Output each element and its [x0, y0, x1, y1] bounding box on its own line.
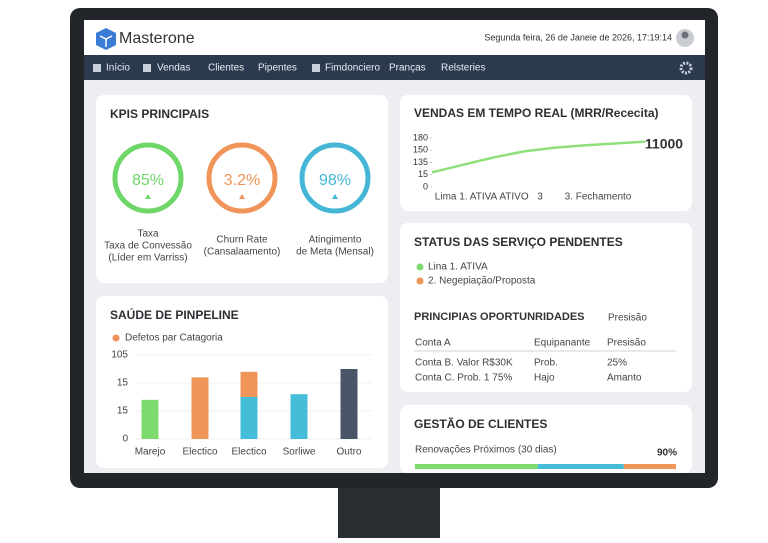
card-title: GESTÃO DE CLIENTES [414, 416, 547, 431]
bar [191, 377, 209, 439]
table-header: Presisão [607, 338, 646, 349]
table-cell: Conta C. Prob. 1 75% [415, 373, 512, 384]
card [96, 95, 388, 283]
gauge-label: (Líder em Varriss) [108, 253, 187, 264]
nav-bar [84, 55, 705, 80]
bar [240, 371, 258, 397]
avatar-head [681, 31, 689, 39]
table-header: Equipanante [534, 338, 591, 349]
card-title: KPIS PRINCIPAIS [110, 107, 209, 121]
bar [290, 394, 308, 439]
gauge-ring [112, 142, 184, 214]
nav-item[interactable]: Início [106, 63, 130, 74]
progress-segment [623, 464, 676, 469]
nav-item[interactable]: Relsteries [441, 63, 485, 74]
nav-item[interactable]: Fimdonciero [325, 63, 380, 74]
logo [96, 28, 116, 50]
x-tick-label: Sorliwe [283, 447, 316, 458]
y-tick-label: 105 [111, 350, 128, 361]
x-tick-label: ATIVO [499, 192, 528, 203]
gauge-label: Churn Rate [216, 235, 268, 246]
x-tick-label: Marejo [135, 447, 166, 458]
subtitle: Renovações Próximos (30 dias) [415, 445, 557, 456]
gauge-value: 85% [132, 172, 164, 189]
current-value: 11000 [645, 136, 683, 152]
settings-icon[interactable] [679, 61, 693, 75]
datetime: Segunda feira, 26 de Janeie de 2026, 17:… [484, 32, 672, 42]
y-tick-label: 0 [122, 434, 128, 445]
gauge-arrow [332, 194, 338, 199]
card-title: STATUS DAS SERVIÇO PENDENTES [414, 235, 623, 249]
x-tick-label: Outro [336, 447, 361, 458]
table-cell: Hajo [534, 373, 555, 384]
progress-segment [415, 464, 538, 469]
y-tick-label: 135 [413, 157, 428, 167]
status-dot [416, 277, 424, 285]
legend-label: Defetos par Catagoria [125, 333, 223, 344]
nav-item[interactable]: Vendas [157, 63, 190, 74]
header [84, 20, 705, 55]
gauge-label: Taxa de Convessão [104, 241, 192, 252]
x-tick-label: Lima 1. ATIVA [435, 192, 498, 203]
gauge-label: (Cansalaamento) [204, 247, 281, 258]
gauge-ring [299, 142, 371, 214]
table-cell: 25% [607, 358, 627, 369]
status-dot [416, 263, 424, 271]
card-title: VENDAS EM TEMPO REAL (MRR/Rececita) [414, 106, 658, 120]
card [400, 223, 692, 392]
gauge-label: de Meta (Mensal) [296, 247, 374, 258]
bar [141, 399, 159, 439]
nav-item[interactable]: Pipentes [258, 63, 297, 74]
nav-icon [93, 64, 101, 72]
gauge-arrow [239, 194, 245, 199]
y-tick-label: 150 [413, 145, 428, 155]
gauge-value: 98% [319, 172, 351, 189]
table-cell: Prob. [534, 358, 558, 369]
y-tick-label: 15 [117, 378, 129, 389]
brand: Masterone [119, 30, 195, 47]
monitor-stand [338, 485, 440, 538]
x-tick-label: Electico [182, 447, 217, 458]
x-tick-label: 3. Fechamento [565, 192, 632, 203]
y-tick-label: 180 [413, 132, 428, 142]
status-label: Lina 1. ATIVA [428, 262, 488, 273]
nav-item[interactable]: Clientes [208, 63, 244, 74]
card [400, 95, 692, 211]
legend-dot [112, 334, 120, 342]
gauge-ring [206, 142, 278, 214]
nav-icon [143, 64, 151, 72]
nav-icon [312, 64, 320, 72]
status-label: 2. Negepiação/Proposta [428, 276, 536, 287]
x-tick-label: 3 [537, 192, 543, 203]
y-tick-label: 0 [423, 181, 428, 191]
percent: 90% [657, 448, 677, 459]
nav-item[interactable]: Pranças [389, 63, 426, 74]
gauge-label: Taxa [137, 229, 159, 240]
bar [240, 397, 258, 439]
progress-segment [537, 464, 624, 469]
table-header: Conta A [415, 338, 451, 349]
card [400, 405, 692, 473]
card-title: SAÚDE DE PINPELINE [110, 307, 239, 322]
trend-line [431, 140, 646, 174]
x-tick-label: Electico [231, 447, 266, 458]
y-tick-label: 15 [418, 169, 428, 179]
table-cell: Amanto [607, 373, 642, 384]
section-note: Presisão [608, 313, 647, 324]
table-cell: Conta B. Valor R$30K [415, 358, 513, 369]
y-tick-label: 15 [117, 406, 129, 417]
gauge-label: Atingimento [309, 235, 362, 246]
bar [340, 369, 358, 439]
gauge-value: 3.2% [224, 172, 260, 189]
section-title: PRINCIPIAS OPORTUNRIDADES [414, 311, 585, 323]
gauge-arrow [145, 194, 151, 199]
